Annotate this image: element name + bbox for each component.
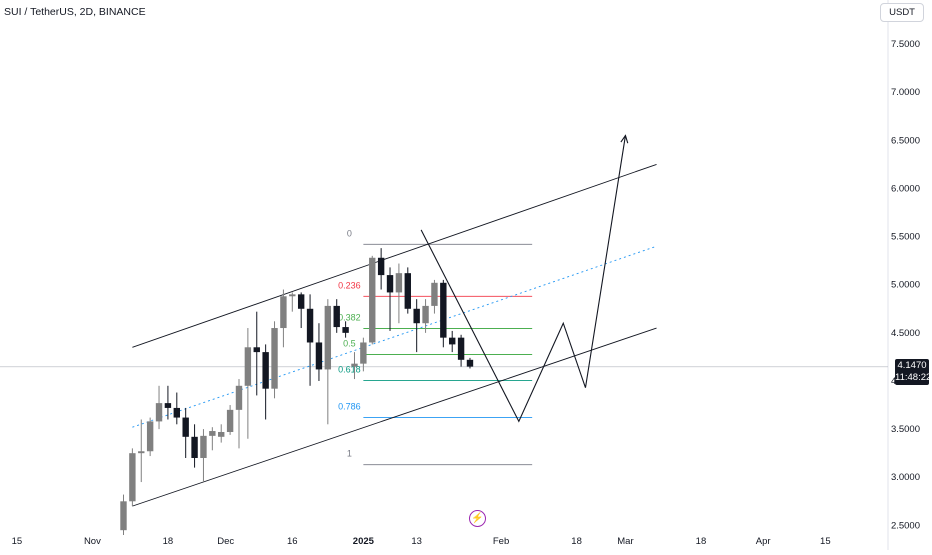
candle-body-bull [280, 296, 287, 329]
currency-button[interactable]: USDT [880, 3, 924, 22]
x-tick-label: 18 [163, 536, 174, 547]
fib-level-label: 1 [347, 449, 352, 459]
y-tick-label: 6.0000 [891, 183, 920, 194]
y-tick-label: 4.5000 [891, 328, 920, 339]
candle-body-bear [440, 282, 447, 338]
candle-body-bull [138, 451, 145, 454]
candle-body-bear [333, 305, 340, 328]
candle-body-bear [262, 352, 269, 389]
candle-body-bear [173, 407, 180, 418]
y-tick-label: 5.0000 [891, 280, 920, 291]
y-tick-label: 6.5000 [891, 135, 920, 146]
bar-countdown-label: 11:48:22 [895, 372, 932, 383]
channel-lower-line [132, 327, 657, 507]
y-tick-label: 5.5000 [891, 232, 920, 243]
candle-body-bear [466, 359, 474, 367]
candle-body-bear [386, 275, 394, 293]
candle-body-bear [377, 257, 385, 276]
candle-body-bull [422, 305, 429, 324]
candle-body-bull [395, 273, 403, 293]
y-tick-label: 3.5000 [891, 424, 920, 435]
candle-body-bear [413, 308, 420, 324]
candle-body-bull [209, 431, 216, 436]
candle-body-bull [146, 421, 154, 452]
candle-body-bear [315, 342, 323, 370]
x-tick-label: Mar [617, 536, 633, 547]
x-tick-label: 15 [820, 536, 831, 547]
candle-body-bull [369, 257, 376, 343]
x-tick-label: 2025 [353, 536, 375, 547]
projection-arrowhead [620, 134, 629, 144]
channel-mid-line [132, 245, 657, 428]
candle-body-bull [360, 342, 367, 364]
candle-body-bull [155, 403, 163, 422]
candle-body-bull [351, 363, 358, 367]
fib-level-label: 0.786 [338, 402, 361, 412]
candle-body-bull [226, 409, 234, 432]
last-price-badge: 4.1470 11:48:22 [895, 359, 932, 385]
candle-body-bull [120, 501, 127, 531]
candle-body-bear [182, 417, 189, 437]
candle-body-bull [289, 294, 296, 297]
candle-body-bear [306, 308, 314, 343]
x-tick-label: Apr [756, 536, 771, 547]
candle-body-bull [218, 432, 225, 437]
x-tick-label: Feb [493, 536, 509, 547]
candle-body-bull [431, 282, 438, 306]
fib-level-label: 0 [347, 228, 352, 238]
x-tick-label: 16 [287, 536, 298, 547]
channel-upper-line [132, 163, 657, 348]
y-tick-label: 7.0000 [891, 87, 920, 98]
y-tick-label: 2.5000 [891, 520, 920, 531]
projection-path [420, 135, 626, 423]
fib-level-label: 0.236 [338, 280, 361, 290]
last-price-label: 4.1470 [897, 360, 927, 371]
lightning-icon[interactable]: ⚡ [469, 510, 486, 527]
x-tick-label: 18 [696, 536, 707, 547]
x-tick-label: Nov [84, 536, 101, 547]
candle-body-bear [457, 337, 465, 360]
candle-body-bull [235, 385, 243, 410]
x-tick-label: 18 [571, 536, 582, 547]
candle-body-bear [191, 436, 198, 458]
candle-body-bull [129, 453, 136, 502]
candle-body-bear [404, 273, 411, 309]
symbol-title: SUI / TetherUS, 2D, BINANCE [4, 6, 146, 18]
candle-body-bear [164, 403, 172, 408]
x-tick-label: 15 [12, 536, 23, 547]
y-tick-label: 7.5000 [891, 39, 920, 50]
candle-body-bull [200, 435, 207, 458]
candle-body-bull [271, 328, 278, 389]
fib-level-label: 0.382 [338, 312, 361, 322]
x-tick-label: Dec [217, 536, 234, 547]
candle-body-bear [253, 347, 260, 353]
fib-level-label: 0.618 [338, 365, 361, 375]
fib-level-label: 0.5 [343, 339, 356, 349]
candle-body-bear [297, 294, 305, 309]
candle-body-bull [324, 305, 332, 370]
candle-body-bull [244, 347, 252, 386]
x-tick-label: 13 [411, 536, 422, 547]
candle-body-bear [449, 337, 456, 345]
y-tick-label: 3.0000 [891, 472, 920, 483]
candle-body-bear [342, 327, 349, 333]
